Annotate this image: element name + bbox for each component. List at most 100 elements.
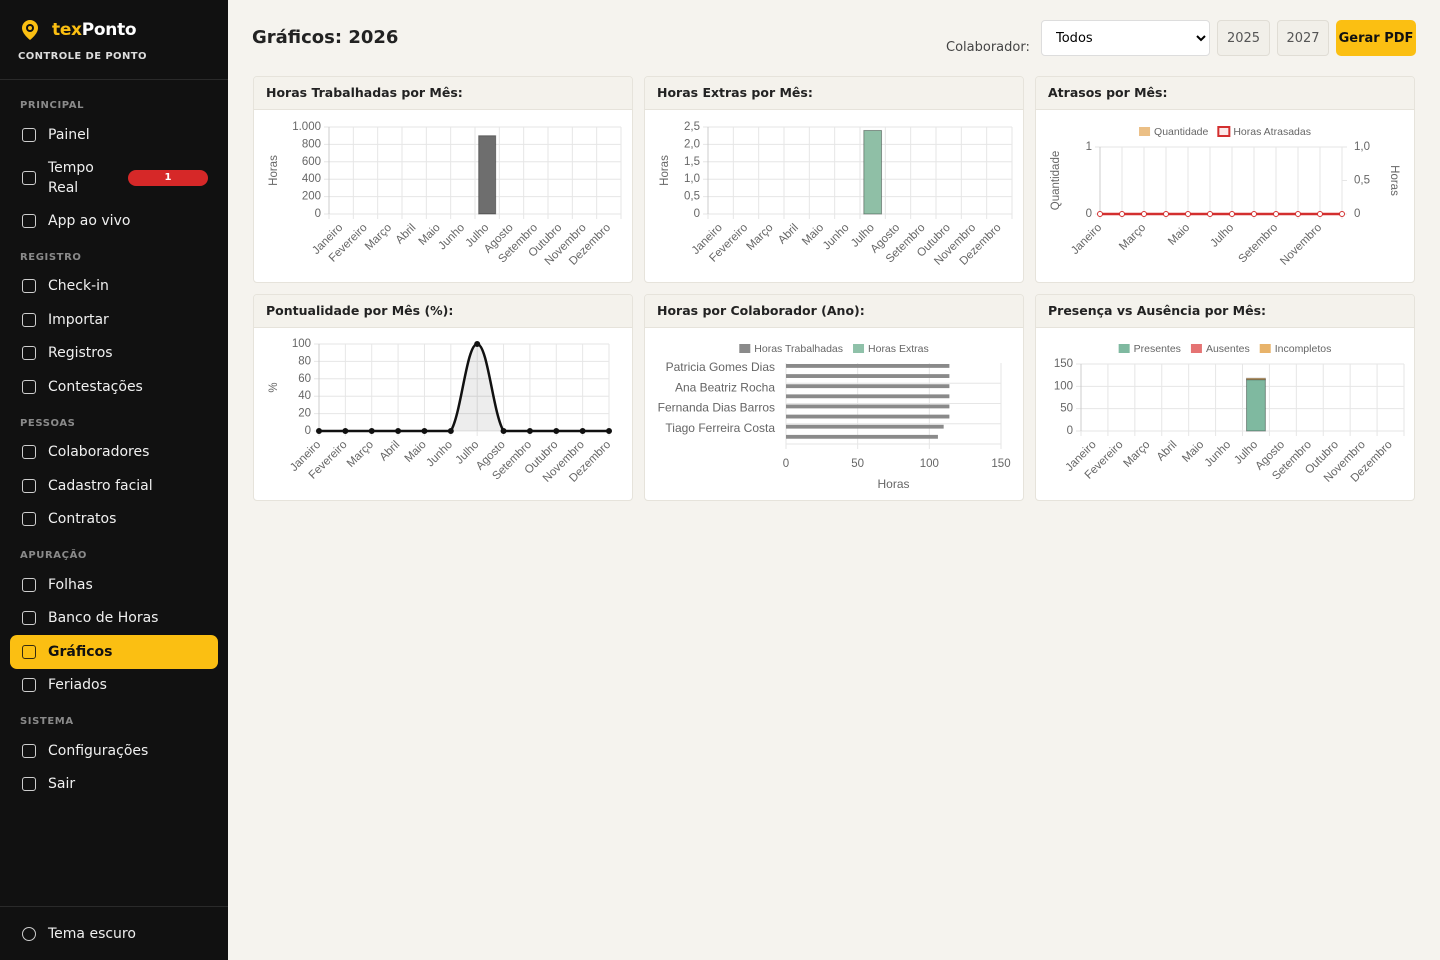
y2-tick-label: 0 — [1354, 208, 1360, 220]
nav-item[interactable]: Feriados — [10, 669, 218, 703]
x-tick-label: 100 — [920, 458, 939, 470]
nav-item[interactable]: Configurações — [10, 734, 218, 768]
y-tick-label: 600 — [302, 156, 321, 168]
nav-item[interactable]: Importar — [10, 303, 218, 337]
x-tick-label: 150 — [991, 458, 1010, 470]
prev-year[interactable]: 2025 — [1217, 20, 1270, 56]
brand-prefix: tex — [52, 20, 82, 40]
nav-icon — [22, 279, 36, 294]
nav-icon — [22, 445, 36, 460]
bar — [786, 434, 938, 439]
collaborator-select[interactable]: Todos — [1041, 20, 1210, 56]
y-tick-label: 0,5 — [684, 191, 700, 203]
y-tick-label: 150 — [1054, 358, 1073, 370]
y-tick-label: 0 — [694, 208, 700, 220]
nav-label: Banco de Horas — [48, 610, 159, 627]
nav-item[interactable]: Contestações — [10, 370, 218, 404]
filter-label: Colaborador: — [946, 40, 1030, 55]
chart-card: Horas por Colaborador (Ano): 0 50 100 150 Pat… — [644, 294, 1024, 501]
legend: Horas Trabalhadas Horas Extras — [739, 343, 929, 355]
chart: 00,51,01,52,02,5HorasJaneiroFevereiroMar… — [659, 121, 1013, 268]
legend-swatch — [1139, 127, 1151, 136]
theme-toggle[interactable]: Tema escuro — [0, 906, 228, 960]
nav-icon — [22, 678, 36, 693]
nav-item[interactable]: Sair — [10, 768, 218, 802]
nav-item[interactable]: Cadastro facial — [10, 469, 218, 503]
x-tick-label: 0 — [783, 458, 789, 470]
chart: 0 1 0 0,5 1,0 Quantidade Horas Janeiro Março Maio… — [1050, 126, 1400, 268]
nav-icon — [22, 312, 36, 327]
nav-label: Importar — [48, 311, 109, 328]
x-tick-label: Abril — [1155, 439, 1180, 464]
nav-item[interactable]: Banco de Horas — [10, 602, 218, 636]
nav-icon — [22, 743, 36, 758]
y-tick-label: 200 — [302, 191, 321, 203]
point — [1163, 211, 1169, 217]
nav-item[interactable]: Painel — [10, 118, 218, 152]
nav-item[interactable]: Contratos — [10, 503, 218, 537]
point — [1273, 211, 1279, 217]
next-year[interactable]: 2027 — [1277, 20, 1329, 56]
nav-item[interactable]: Gráficos — [10, 635, 218, 669]
bar — [1246, 379, 1266, 432]
x-axis-label: Horas — [877, 477, 909, 491]
nav: PRINCIPAL Painel Tempo Real 1 App ao vivo REG… — [0, 80, 228, 801]
y-tick-label: 1 — [1086, 141, 1092, 153]
nav-icon — [22, 577, 36, 592]
y-tick-label: Patricia Gomes Dias — [666, 360, 775, 374]
nav-label: Registros — [48, 345, 113, 362]
y2-tick-label: 0,5 — [1354, 175, 1370, 187]
y-axis-label: Quantidade — [1050, 151, 1062, 210]
legend: Presentes Ausentes Incompletos — [1118, 343, 1332, 355]
chart-title: Atrasos por Mês: — [1036, 77, 1414, 110]
y-tick-label: Tiago Ferreira Costa — [665, 421, 775, 435]
nav-item[interactable]: Folhas — [10, 568, 218, 602]
bar — [786, 414, 950, 419]
point — [368, 428, 375, 434]
legend-label: Incompletos — [1275, 343, 1332, 355]
point — [316, 428, 322, 434]
chart-title: Pontualidade por Mês (%): — [254, 295, 632, 328]
bar — [863, 129, 883, 215]
bar — [786, 364, 950, 368]
nav-label: Folhas — [48, 576, 93, 593]
y-tick-label: Fernanda Dias Barros — [658, 401, 775, 415]
legend-label: Ausentes — [1206, 343, 1250, 355]
chart-card: Presença vs Ausência por Mês: 0 50 100 150 Ja… — [1035, 294, 1415, 501]
chart-card: Horas Extras por Mês: 0 0,5 1,0 1,5 2,0 2,5 Hor… — [644, 76, 1024, 283]
chart-title: Horas Trabalhadas por Mês: — [254, 77, 632, 110]
y2-axis-label: Horas — [1388, 165, 1400, 196]
y-tick-label: 2,5 — [684, 121, 700, 133]
nav-item[interactable]: Check-in — [10, 270, 218, 304]
nav-section: APURAÇÃO — [20, 550, 88, 561]
nav-icon — [22, 170, 36, 185]
y-tick-label: 20 — [298, 408, 311, 420]
nav-section: PESSOAS — [20, 417, 76, 429]
nav-item[interactable]: Colaboradores — [10, 436, 218, 470]
nav-item[interactable]: App ao vivo — [10, 204, 218, 238]
point — [1119, 211, 1125, 217]
nav-label: Sair — [48, 776, 76, 793]
nav-icon — [22, 127, 36, 142]
nav-item[interactable]: Tempo Real 1 — [10, 152, 218, 205]
point — [1317, 211, 1323, 217]
legend: Quantidade Horas Atrasadas — [1139, 126, 1311, 138]
y-tick-label: 1,0 — [684, 173, 700, 185]
pdf-button[interactable]: Gerar PDF — [1336, 20, 1416, 56]
nav-label: Tempo Real — [48, 159, 94, 196]
x-tick-label: Junho — [1203, 439, 1234, 470]
point — [447, 428, 454, 434]
chart: 0 50 100 150 Patricia Gomes Dias Ana Beatriz … — [658, 343, 1011, 491]
chart-card: Atrasos por Mês: 0 1 0 0,5 1,0 Quantidade Horas… — [1035, 76, 1415, 283]
x-tick-label: Novembro — [1278, 222, 1324, 268]
point — [606, 428, 612, 434]
y-tick-label: 400 — [302, 173, 321, 185]
y-tick-label: 100 — [1054, 380, 1073, 392]
nav-item[interactable]: Registros — [10, 337, 218, 371]
point — [1295, 211, 1301, 217]
y-axis-label: Horas — [268, 155, 280, 186]
legend-label: Horas Extras — [868, 343, 929, 355]
